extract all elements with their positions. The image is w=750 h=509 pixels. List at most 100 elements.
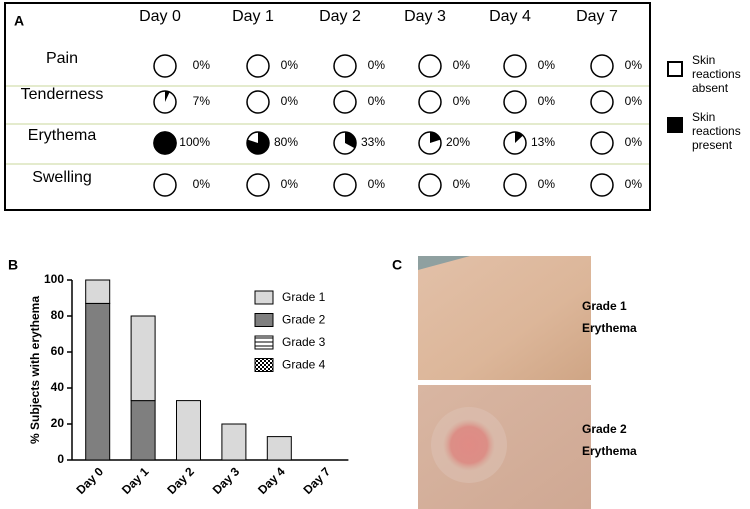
pie <box>333 173 357 197</box>
pie <box>418 90 442 114</box>
legend-label: Skin reactions absent <box>692 53 741 95</box>
pie <box>246 90 270 114</box>
pie-value-label: 0% <box>281 177 299 191</box>
legend-label: Grade 4 <box>282 358 326 372</box>
pie <box>153 54 177 78</box>
bar-segment <box>221 423 247 461</box>
pie-slice <box>430 132 441 143</box>
row-label: Swelling <box>32 169 92 186</box>
pie <box>503 173 527 197</box>
pie-value-label: 0% <box>538 94 556 108</box>
pie-outline <box>418 54 442 78</box>
bar-segment <box>85 302 111 461</box>
pie-value-label: 0% <box>625 94 643 108</box>
photo-background <box>418 256 470 270</box>
panel-label: B <box>8 257 18 273</box>
x-tick-label: Day 1 <box>119 464 152 497</box>
bar-segment <box>266 436 292 461</box>
legend-swatch <box>254 290 274 305</box>
pie <box>590 173 614 197</box>
column-header: Day 3 <box>404 8 446 25</box>
panel-label: C <box>392 257 402 273</box>
y-tick-label: 0 <box>57 452 64 466</box>
pie-slice <box>515 132 524 143</box>
pie <box>503 131 527 155</box>
pie-outline <box>153 173 177 197</box>
pie <box>590 131 614 155</box>
pie <box>153 173 177 197</box>
legend-text: Skin reactions present <box>692 110 741 152</box>
bar-segment <box>85 279 111 304</box>
column-header: Day 0 <box>139 8 181 25</box>
x-tick-label: Day 0 <box>74 464 107 497</box>
pie <box>503 54 527 78</box>
pie-slice <box>153 131 177 155</box>
pie-outline <box>153 54 177 78</box>
pie-value-label: 0% <box>453 94 471 108</box>
pie-value-label: 0% <box>193 177 211 191</box>
photo <box>418 256 591 380</box>
pie-outline <box>333 54 357 78</box>
column-header: Day 1 <box>232 8 274 25</box>
pie-value-label: 0% <box>281 58 299 72</box>
pie-outline <box>333 90 357 114</box>
pie-value-label: 7% <box>193 94 211 108</box>
pie-slice <box>247 132 270 154</box>
legend-swatch <box>254 335 274 350</box>
row-label: Pain <box>46 50 78 67</box>
pie-value-label: 0% <box>368 94 386 108</box>
pie-value-label: 33% <box>361 135 385 149</box>
x-tick-label: Day 7 <box>301 464 334 497</box>
bar-segment <box>130 400 156 461</box>
pie-value-label: 0% <box>453 58 471 72</box>
photo-erythema <box>443 419 495 471</box>
photo-caption: Erythema <box>582 321 637 335</box>
pie-outline <box>590 54 614 78</box>
y-tick-label: 60 <box>51 344 65 358</box>
pie-value-label: 100% <box>179 135 210 149</box>
pie-value-label: 0% <box>625 177 643 191</box>
pie-outline <box>503 90 527 114</box>
column-header: Day 4 <box>489 8 531 25</box>
pie-outline <box>246 173 270 197</box>
pie-value-label: 20% <box>446 135 470 149</box>
pie <box>590 90 614 114</box>
pie-value-label: 0% <box>368 58 386 72</box>
legend-swatch <box>667 117 683 133</box>
photo-caption: Grade 1 <box>582 299 627 313</box>
y-tick-label: 40 <box>51 380 65 394</box>
legend-label: Grade 3 <box>282 335 326 349</box>
pie <box>153 131 177 155</box>
x-tick-label: Day 3 <box>210 464 243 497</box>
pie-outline <box>418 90 442 114</box>
pie <box>503 90 527 114</box>
pie-value-label: 80% <box>274 135 298 149</box>
legend-label: Grade 1 <box>282 290 326 304</box>
pie-outline <box>418 173 442 197</box>
y-axis-label: % Subjects with erythema <box>28 296 42 444</box>
legend-swatch <box>254 358 274 372</box>
pie-value-label: 0% <box>538 58 556 72</box>
pie <box>418 131 442 155</box>
pie <box>246 54 270 78</box>
pie-value-label: 0% <box>625 58 643 72</box>
pie <box>418 173 442 197</box>
pie-value-label: 0% <box>538 177 556 191</box>
pie <box>590 54 614 78</box>
pie <box>333 131 357 155</box>
pie-value-label: 0% <box>368 177 386 191</box>
y-tick-label: 80 <box>51 308 65 322</box>
pie <box>246 173 270 197</box>
pie <box>333 54 357 78</box>
pie-outline <box>503 173 527 197</box>
pie-value-label: 0% <box>453 177 471 191</box>
x-tick-label: Day 2 <box>164 464 197 497</box>
bar-segment <box>130 315 156 402</box>
pie-value-label: 0% <box>625 135 643 149</box>
pie-outline <box>246 90 270 114</box>
y-tick-label: 20 <box>51 416 65 430</box>
bar-segment <box>176 400 201 461</box>
pie-slice <box>345 132 356 149</box>
pie <box>153 90 177 114</box>
